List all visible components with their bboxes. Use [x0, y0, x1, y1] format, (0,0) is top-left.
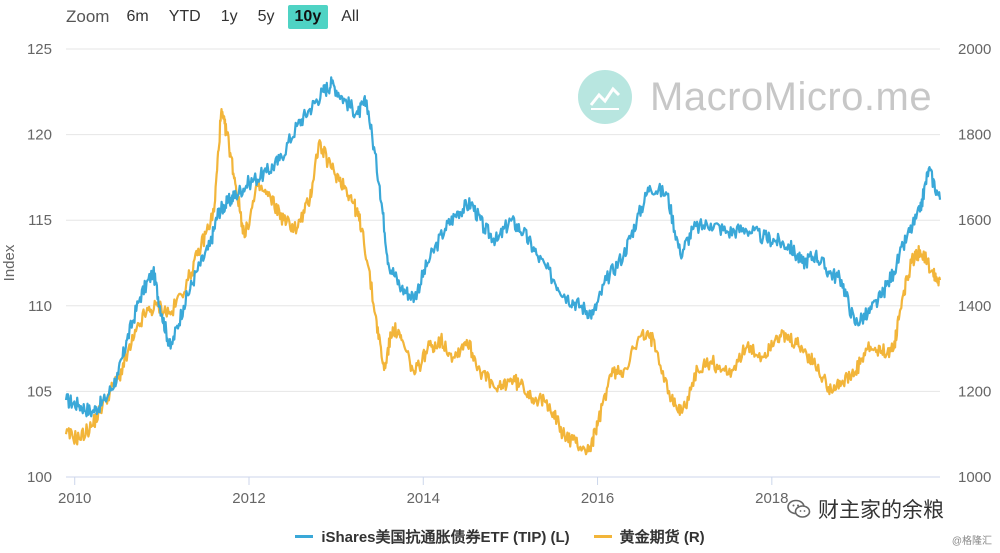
series-line-gold[interactable] — [64, 107, 942, 456]
y-left-tick-label: 100 — [27, 469, 52, 486]
x-tick-label: 2018 — [755, 490, 788, 507]
zoom-all-button[interactable]: All — [341, 8, 359, 25]
watermark-text: MacroMicro.me — [650, 74, 933, 119]
y-axis-title: Index — [1, 244, 18, 281]
y-left-tick-label: 105 — [27, 383, 52, 400]
y-right-tick-label: 1400 — [958, 298, 991, 315]
x-tick-label: 2012 — [232, 490, 265, 507]
y-left-tick-label: 115 — [28, 212, 52, 229]
y-left-tick-label: 110 — [28, 298, 52, 315]
y-left-tick-label: 125 — [27, 41, 52, 58]
grid — [66, 48, 940, 485]
legend-item-tip[interactable]: iShares美国抗通胀债券ETF (TIP) (L) — [295, 526, 570, 547]
zoom-ytd-button[interactable]: YTD — [168, 8, 201, 25]
legend-swatch-gold — [593, 535, 612, 538]
legend-label-gold: 黄金期货 (R) — [619, 529, 705, 546]
x-tick-label: 2010 — [58, 490, 91, 507]
zoom-label: Zoom — [66, 7, 110, 26]
legend-item-gold[interactable]: 黄金期货 (R) — [593, 526, 705, 547]
zoom-6m-button[interactable]: 6m — [126, 8, 149, 25]
wechat-account-name: 财主家的余粮 — [818, 499, 944, 522]
macromicro-watermark: MacroMicro.me — [578, 70, 932, 124]
series-layer — [64, 76, 942, 456]
legend-swatch-tip — [295, 535, 314, 538]
source-credit: @格隆汇 — [951, 536, 992, 547]
axes-labels: 100 105 110 115 120 125 1000 1200 1400 1600 1800 20… — [1, 41, 991, 507]
zoom-1y-button[interactable]: 1y — [220, 8, 238, 25]
zoom-5y-button[interactable]: 5y — [257, 8, 275, 25]
wechat-icon — [787, 499, 811, 518]
y-left-tick-label: 120 — [27, 127, 52, 144]
legend: iShares美国抗通胀债券ETF (TIP) (L) 黄金期货 (R) — [0, 526, 1000, 547]
y-right-tick-label: 1600 — [958, 212, 991, 229]
zoom-toolbar: Zoom 6m YTD 1y 5y 10y All — [66, 4, 372, 30]
y-right-tick-label: 1000 — [958, 469, 991, 486]
series-line-tip[interactable] — [64, 76, 942, 418]
y-right-tick-label: 1200 — [958, 383, 991, 400]
legend-label-tip: iShares美国抗通胀债券ETF (TIP) (L) — [321, 529, 570, 546]
y-right-tick-label: 2000 — [958, 41, 991, 58]
zoom-10y-button[interactable]: 10y — [287, 5, 329, 29]
x-tick-label: 2014 — [407, 490, 440, 507]
y-right-tick-label: 1800 — [958, 127, 991, 144]
macromicro-logo-icon — [578, 70, 632, 124]
wechat-watermark: 财主家的余粮 — [786, 494, 944, 524]
x-tick-label: 2016 — [581, 490, 614, 507]
